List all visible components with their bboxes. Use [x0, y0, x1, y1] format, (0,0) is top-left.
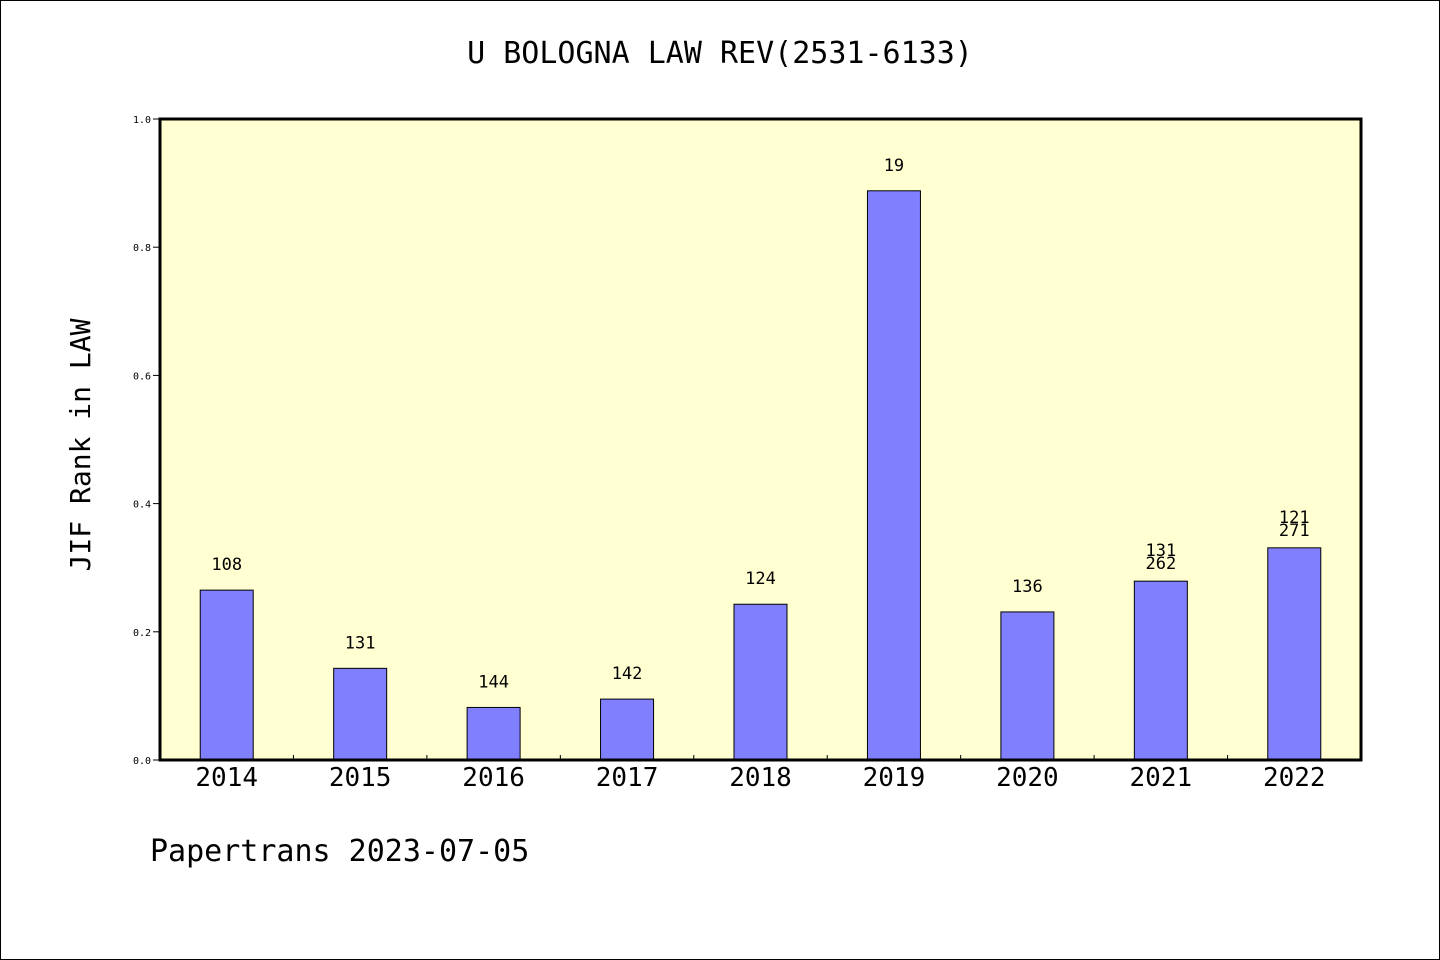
bar-value-label: 131: [1145, 541, 1176, 561]
x-tick-label: 2021: [1130, 763, 1193, 793]
bar: [600, 698, 655, 761]
bar: [1000, 611, 1055, 761]
bar: [333, 667, 388, 761]
bar-value-label: 271: [1279, 521, 1310, 541]
bar-value-label: 262: [1145, 554, 1176, 574]
footer-credit: Papertrans 2023-07-05: [150, 834, 530, 869]
x-tick-label: 2016: [462, 763, 525, 793]
bar: [1267, 547, 1322, 761]
x-tick-label: 2018: [729, 763, 792, 793]
y-tick-label: 0.2: [133, 628, 151, 639]
y-tick-label: 0.0: [133, 756, 151, 767]
bar-value-label: 136: [1012, 577, 1043, 597]
bar-value-label: 131: [345, 633, 376, 653]
x-tick-label: 2015: [329, 763, 392, 793]
y-tick-label: 1.0: [133, 115, 151, 126]
bar-value-label: 108: [211, 555, 242, 575]
bar-value-label: 144: [478, 672, 509, 692]
bar: [866, 190, 921, 761]
bar-value-label: 121: [1279, 508, 1310, 528]
bar: [199, 589, 254, 761]
x-tick-label: 2017: [596, 763, 659, 793]
y-axis-label: JIF Rank in LAW: [64, 318, 97, 571]
x-tick-label: 2019: [863, 763, 926, 793]
bar-value-label: 124: [745, 569, 776, 589]
y-tick-label: 0.6: [133, 371, 151, 382]
chart-title: U BOLOGNA LAW REV(2531-6133): [467, 36, 973, 71]
y-tick-label: 0.8: [133, 243, 151, 254]
x-tick-label: 2020: [996, 763, 1059, 793]
bar: [733, 603, 788, 761]
x-tick-label: 2014: [195, 763, 258, 793]
bar: [1133, 580, 1188, 761]
bar-value-label: 19: [884, 156, 904, 176]
x-tick-label: 2022: [1263, 763, 1326, 793]
plot-border: [158, 117, 1363, 762]
bar-value-label: 142: [612, 664, 643, 684]
y-tick-label: 0.4: [133, 500, 151, 511]
bar: [466, 706, 521, 761]
